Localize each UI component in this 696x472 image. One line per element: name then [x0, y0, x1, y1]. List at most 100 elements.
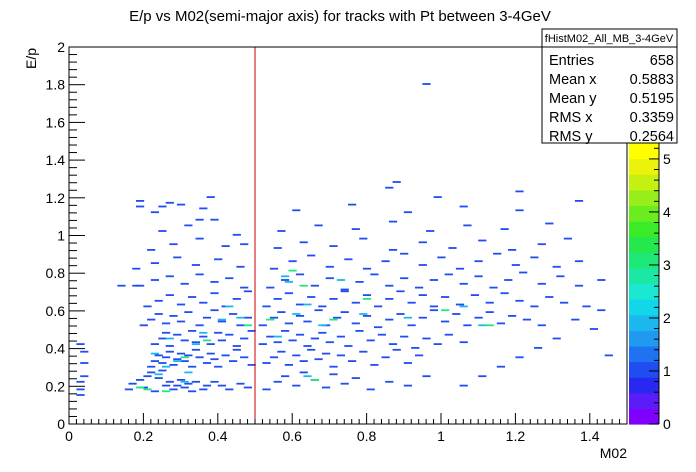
- histogram-bin: [240, 356, 249, 359]
- y-axis: 0 0.2 0.4 0.6 0.8 1 1.2 1.4 1.6 1.8 2: [46, 39, 85, 432]
- histogram-bin: [537, 324, 546, 327]
- histogram-bin: [269, 316, 279, 319]
- histogram-bin: [243, 290, 252, 293]
- histogram-bin: [124, 388, 133, 391]
- histogram-bin: [288, 269, 297, 272]
- histogram-bin: [418, 316, 427, 319]
- histogram-bin: [217, 320, 226, 323]
- z-axis: 0 1 2 3 4 5: [649, 147, 671, 432]
- histogram-bin: [385, 186, 394, 189]
- histogram-bin: [374, 305, 383, 308]
- histogram-bin: [273, 380, 282, 383]
- y-tick-label: 2: [57, 39, 65, 55]
- histogram-bin: [243, 316, 252, 319]
- stats-row-value: 0.5883: [630, 72, 674, 88]
- histogram-bin: [191, 343, 200, 345]
- z-tick-label: 5: [663, 151, 671, 167]
- x-tick-label: 0.4: [208, 428, 228, 444]
- histogram-bin: [199, 388, 208, 391]
- histogram-bin: [210, 358, 219, 361]
- histogram-bin: [132, 284, 141, 287]
- histogram-bin: [403, 316, 412, 319]
- histogram-bin: [329, 245, 338, 247]
- histogram-bin: [370, 273, 379, 276]
- histogram-bin: [173, 333, 182, 336]
- histogram-bin: [400, 277, 409, 280]
- z-tick-label: 3: [663, 257, 671, 273]
- x-axis-label: M02: [600, 445, 627, 461]
- z-tick-label: 1: [663, 363, 671, 379]
- histogram-bin: [184, 311, 193, 313]
- histogram-bin: [385, 298, 394, 300]
- histogram-bin: [165, 350, 174, 353]
- y-tick-label: 0: [57, 416, 65, 432]
- histogram-bin: [210, 380, 219, 383]
- histogram-bin: [418, 241, 427, 244]
- histogram-bin: [385, 284, 394, 287]
- stats-hist-name: fHistM02_All_MB_3-4GeV: [545, 33, 674, 45]
- histogram-bin: [284, 322, 293, 325]
- palette-swatch: [629, 299, 659, 316]
- histogram-bin: [191, 348, 200, 351]
- histogram-bin: [184, 382, 193, 385]
- histogram-bin: [307, 254, 316, 257]
- histogram-bin: [515, 356, 524, 359]
- histogram-bin: [162, 390, 171, 393]
- histogram-bin: [150, 279, 159, 281]
- histogram-bin: [433, 343, 442, 345]
- histogram-bin: [292, 354, 301, 357]
- histogram-bin: [563, 237, 572, 240]
- histogram-bin: [284, 281, 293, 283]
- palette-swatch: [629, 361, 659, 378]
- histogram-bin: [266, 286, 275, 289]
- histogram-bin: [247, 330, 256, 332]
- histogram-bin: [225, 305, 234, 308]
- histogram-bin: [474, 275, 483, 278]
- histogram-bin: [403, 384, 412, 387]
- histogram-bin: [333, 316, 342, 319]
- histogram-bin: [128, 382, 137, 385]
- histogram-bin: [195, 237, 204, 240]
- histogram-bin: [147, 318, 156, 321]
- histogram-bin: [310, 284, 319, 287]
- histogram-bin: [403, 211, 412, 214]
- histogram-bin: [154, 354, 163, 357]
- histogram-bin: [307, 296, 316, 298]
- histogram-bin: [169, 243, 178, 246]
- histogram-bin: [340, 311, 349, 313]
- histogram-bin: [150, 352, 159, 355]
- histogram-bin: [195, 356, 204, 359]
- histogram-bin: [262, 388, 271, 391]
- histogram-bin: [325, 341, 334, 344]
- histogram-bin: [400, 252, 409, 255]
- histogram-bin: [273, 335, 282, 338]
- histogram-bin: [150, 360, 159, 362]
- z-tick-label: 0: [663, 416, 671, 432]
- stats-rows: Entries 658 Mean x 0.5883 Mean y 0.5195 RMS x 0…: [549, 53, 674, 145]
- histogram-bin: [329, 365, 338, 368]
- histogram-bin: [344, 345, 353, 347]
- histogram-bin: [143, 388, 152, 391]
- histogram-bin: [388, 220, 398, 223]
- histogram-bin: [236, 382, 245, 385]
- histogram-bin: [176, 379, 186, 381]
- histogram-bin: [206, 196, 215, 198]
- histogram-bin: [269, 356, 279, 359]
- histogram-bin: [303, 303, 312, 306]
- histogram-bin: [348, 203, 357, 206]
- histogram-bin: [292, 209, 301, 212]
- palette-swatch: [629, 267, 659, 285]
- histogram-bin: [485, 324, 494, 327]
- histogram-bin: [158, 230, 167, 232]
- histogram-bin: [485, 311, 494, 313]
- histogram-bin: [158, 362, 167, 364]
- histogram-bin: [158, 369, 167, 372]
- histogram-bin: [221, 354, 230, 357]
- histogram-bin: [147, 365, 156, 368]
- histogram-bin: [202, 316, 212, 319]
- palette-swatch: [629, 158, 659, 175]
- histogram-bin: [318, 331, 327, 334]
- histogram-bin: [474, 260, 483, 263]
- histogram-bin: [199, 335, 208, 338]
- histogram-bin: [229, 313, 238, 315]
